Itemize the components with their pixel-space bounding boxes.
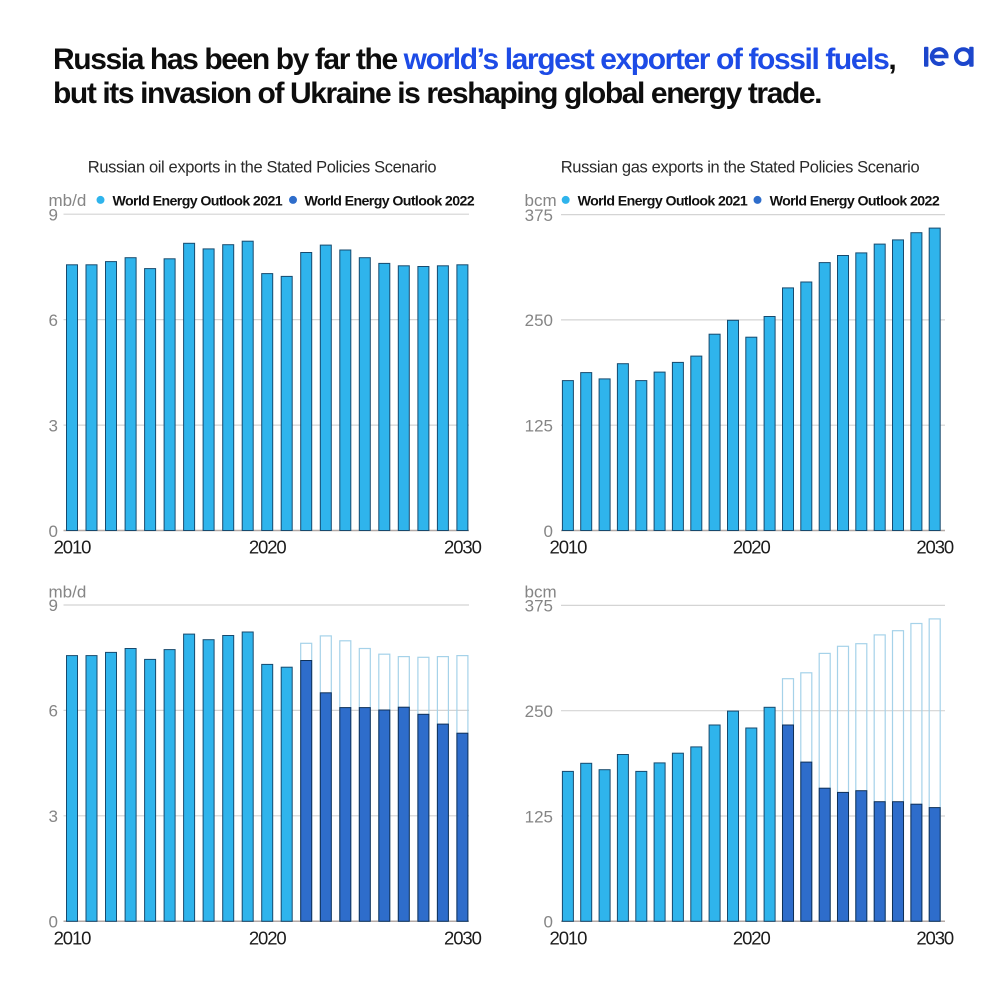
svg-text:0: 0 bbox=[544, 522, 553, 541]
svg-text:World Energy Outlook 2022: World Energy Outlook 2022 bbox=[305, 194, 475, 210]
svg-text:2010: 2010 bbox=[54, 537, 92, 558]
svg-text:World Energy Outlook 2022: World Energy Outlook 2022 bbox=[770, 194, 940, 210]
svg-text:6: 6 bbox=[49, 311, 58, 330]
svg-text:2030: 2030 bbox=[444, 537, 482, 558]
svg-text:375: 375 bbox=[525, 206, 553, 225]
svg-text:125: 125 bbox=[525, 807, 553, 826]
svg-text:2010: 2010 bbox=[550, 537, 588, 558]
svg-text:mb/d: mb/d bbox=[49, 191, 87, 210]
svg-text:Russian gas exports in the Sta: Russian gas exports in the Stated Polici… bbox=[561, 159, 920, 177]
svg-text:2020: 2020 bbox=[249, 537, 287, 558]
svg-text:World Energy Outlook 2021: World Energy Outlook 2021 bbox=[578, 194, 748, 210]
svg-text:9: 9 bbox=[49, 206, 58, 225]
svg-text:bcm: bcm bbox=[525, 582, 557, 601]
svg-text:2030: 2030 bbox=[916, 928, 954, 949]
svg-text:125: 125 bbox=[525, 417, 553, 436]
svg-text:250: 250 bbox=[525, 702, 553, 721]
svg-text:2030: 2030 bbox=[444, 928, 482, 949]
svg-text:9: 9 bbox=[49, 596, 58, 615]
svg-text:2020: 2020 bbox=[249, 928, 287, 949]
svg-text:0: 0 bbox=[544, 913, 553, 932]
svg-text:2010: 2010 bbox=[54, 928, 92, 949]
svg-text:2030: 2030 bbox=[916, 537, 954, 558]
svg-text:World Energy Outlook 2021: World Energy Outlook 2021 bbox=[113, 194, 283, 210]
svg-text:0: 0 bbox=[49, 522, 58, 541]
svg-text:2020: 2020 bbox=[733, 928, 771, 949]
svg-text:mb/d: mb/d bbox=[49, 582, 87, 601]
svg-text:3: 3 bbox=[49, 807, 58, 826]
svg-text:0: 0 bbox=[49, 913, 58, 932]
svg-text:3: 3 bbox=[49, 416, 58, 435]
svg-text:Russian oil exports in the Sta: Russian oil exports in the Stated Polici… bbox=[88, 159, 437, 177]
svg-text:2020: 2020 bbox=[733, 537, 771, 558]
svg-text:2010: 2010 bbox=[550, 928, 588, 949]
svg-text:250: 250 bbox=[525, 311, 553, 330]
svg-text:6: 6 bbox=[49, 702, 58, 721]
svg-text:bcm: bcm bbox=[525, 191, 557, 210]
svg-text:375: 375 bbox=[525, 597, 553, 616]
